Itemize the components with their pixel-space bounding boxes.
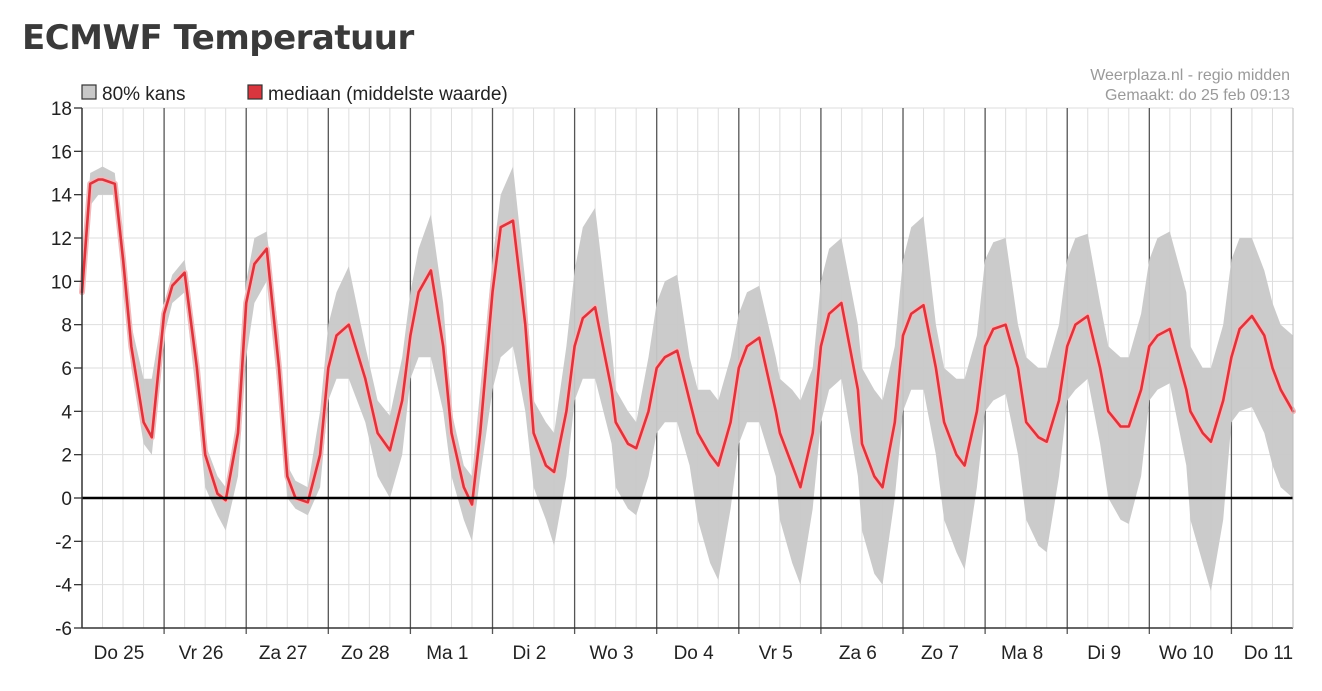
legend-label: mediaan (middelste waarde): [268, 84, 508, 105]
x-tick-label: Di 2: [513, 643, 547, 664]
source-line: Gemaakt: do 25 feb 09:13: [1105, 87, 1290, 104]
source-line: Weerplaza.nl - regio midden: [1090, 67, 1290, 84]
y-tick-label: 6: [61, 359, 72, 380]
y-axis-labels: 18 16 14 12 10 8 6 4 2 0 -2 -4 -6: [51, 99, 73, 640]
legend-swatch: [247, 84, 263, 100]
page-title: ECMWF Temperatuur: [22, 18, 414, 58]
y-tick-label: -4: [55, 576, 72, 597]
x-tick-label: Vr 26: [179, 643, 224, 664]
x-tick-label: Ma 1: [426, 643, 468, 664]
x-tick-label: Ma 8: [1001, 643, 1043, 664]
y-tick-label: 18: [51, 99, 72, 120]
y-tick-label: 10: [51, 272, 72, 293]
legend-swatch: [81, 84, 97, 100]
y-tick-label: -2: [55, 532, 72, 553]
source-note: Weerplaza.nl - regio midden Gemaakt: do 2…: [1090, 67, 1290, 104]
x-tick-label: Zo 7: [921, 643, 959, 664]
y-tick-label: 14: [51, 186, 73, 207]
x-tick-label: Do 25: [94, 643, 145, 664]
x-tick-label: Do 11: [1244, 643, 1293, 664]
band-80-percent: [82, 166, 1293, 592]
median-line-path: [80, 178, 1295, 506]
x-tick-label: Vr 5: [759, 643, 793, 664]
x-tick-label: Wo 10: [1159, 643, 1214, 664]
x-tick-label: Do 4: [674, 643, 715, 664]
x-axis-labels: Do 25 Vr 26 Za 27 Zo 28 Ma 1 Di 2 Wo 3 Do 4 Vr 5…: [94, 643, 1293, 664]
x-tick-label: Wo 3: [590, 643, 634, 664]
legend: 80% kans mediaan (middelste waarde): [81, 84, 508, 105]
y-tick-label: 8: [61, 316, 72, 337]
median-line: [79, 176, 1296, 508]
y-tick-label: 0: [61, 489, 72, 510]
y-tick-label: 4: [61, 402, 72, 423]
y-tick-label: -6: [55, 619, 72, 640]
y-tick-label: 16: [51, 142, 72, 163]
x-tick-label: Za 6: [839, 643, 877, 664]
band-area: [82, 166, 1293, 592]
x-tick-label: Di 9: [1087, 643, 1121, 664]
x-tick-label: Zo 28: [341, 643, 390, 664]
y-tick-label: 2: [61, 446, 72, 467]
axes: [74, 107, 1294, 629]
y-tick-label: 12: [51, 229, 72, 250]
x-tick-label: Za 27: [259, 643, 308, 664]
legend-label: 80% kans: [102, 84, 185, 105]
